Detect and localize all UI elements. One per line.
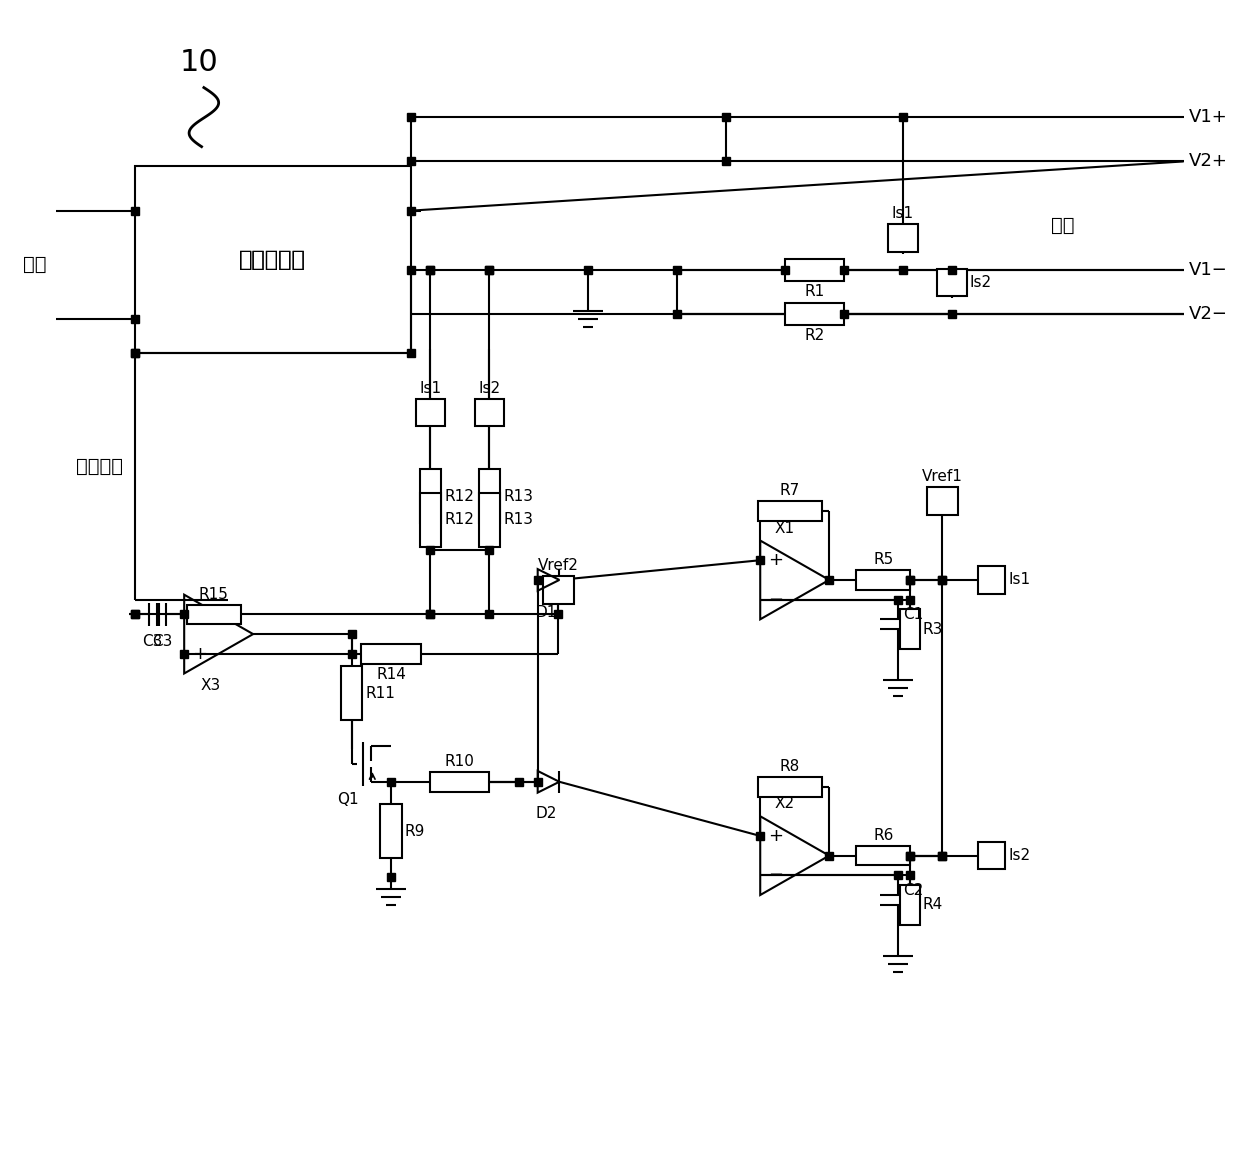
Bar [785, 304, 844, 325]
Text: C3: C3 [153, 634, 172, 649]
Text: +: + [768, 827, 784, 845]
Bar [978, 842, 1006, 869]
Bar [430, 772, 490, 791]
Bar [187, 605, 241, 624]
Bar [937, 269, 967, 297]
Text: Is1: Is1 [1008, 573, 1030, 588]
Text: −: − [192, 605, 207, 623]
Text: V1−: V1− [1189, 261, 1228, 278]
Text: Is2: Is2 [479, 381, 501, 396]
Text: R13: R13 [503, 489, 533, 504]
Text: R6: R6 [873, 828, 894, 843]
Text: 输出: 输出 [1050, 216, 1074, 235]
Bar [419, 493, 441, 547]
Text: X3: X3 [201, 678, 221, 693]
Bar [479, 493, 500, 547]
Bar [900, 886, 920, 925]
Text: R2: R2 [805, 328, 825, 343]
Text: R12: R12 [444, 513, 474, 528]
Text: 功率变换器: 功率变换器 [239, 250, 306, 270]
Text: D1: D1 [536, 605, 557, 620]
Text: X1: X1 [775, 521, 795, 536]
Bar [135, 167, 410, 353]
Text: R5: R5 [873, 552, 894, 567]
Text: 输入: 输入 [22, 255, 46, 275]
Bar [978, 566, 1006, 593]
Text: R12: R12 [444, 489, 474, 504]
Bar [857, 845, 910, 866]
Bar [888, 224, 918, 252]
Bar [361, 644, 420, 664]
Bar [341, 666, 362, 720]
Bar [785, 259, 844, 281]
Bar [415, 399, 445, 427]
Text: C1: C1 [903, 607, 924, 622]
Text: −: − [768, 591, 784, 608]
Text: Is1: Is1 [419, 381, 441, 396]
Text: R10: R10 [445, 754, 475, 769]
Text: Vref1: Vref1 [923, 469, 962, 484]
Text: V2+: V2+ [1189, 153, 1228, 170]
Text: Is2: Is2 [1008, 849, 1030, 864]
Text: Is1: Is1 [892, 207, 914, 222]
Text: R9: R9 [404, 823, 425, 838]
Bar [857, 570, 910, 590]
Text: X2: X2 [775, 796, 795, 811]
Text: +: + [192, 645, 207, 662]
Text: R7: R7 [780, 483, 800, 498]
Text: C2: C2 [903, 883, 924, 898]
Text: 10: 10 [180, 48, 218, 77]
Bar [543, 576, 574, 604]
Bar [900, 610, 920, 649]
Text: Is2: Is2 [970, 275, 992, 290]
Bar [926, 488, 959, 515]
Text: R15: R15 [198, 586, 228, 601]
Text: 功率变换器: 功率变换器 [239, 250, 306, 270]
Text: R13: R13 [503, 513, 533, 528]
Text: −: − [768, 866, 784, 884]
Text: V2−: V2− [1189, 305, 1228, 323]
Bar [758, 777, 822, 797]
Bar [758, 501, 822, 521]
Text: R14: R14 [376, 667, 405, 682]
Text: 反馈信号: 反馈信号 [76, 458, 123, 476]
Text: Vref2: Vref2 [538, 558, 579, 573]
Text: R3: R3 [923, 622, 944, 637]
Text: +: + [768, 551, 784, 569]
Text: R8: R8 [780, 759, 800, 774]
Bar [381, 804, 402, 858]
Text: R4: R4 [923, 897, 942, 912]
Bar [419, 469, 441, 523]
Text: D2: D2 [536, 806, 557, 821]
Bar [479, 469, 500, 523]
Bar [475, 399, 505, 427]
Text: Q1: Q1 [337, 791, 358, 806]
Text: V1+: V1+ [1189, 108, 1228, 126]
Text: R1: R1 [805, 284, 825, 299]
Text: C3: C3 [143, 634, 162, 649]
Text: R11: R11 [366, 685, 396, 700]
